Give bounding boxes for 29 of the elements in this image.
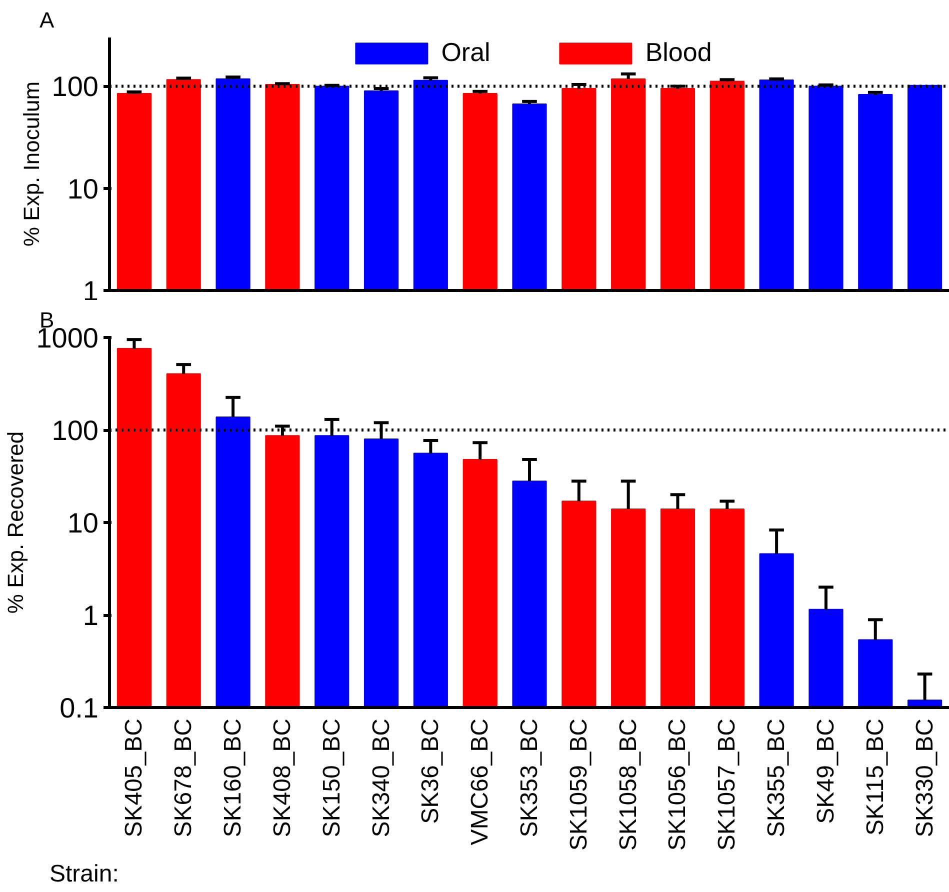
x-tick-label: SK405_BC bbox=[120, 718, 148, 838]
x-tick-label: SK340_BC bbox=[368, 718, 395, 838]
y-axis-title: % Exp. Inoculum bbox=[18, 81, 44, 247]
x-tick-label: SK1059_BC bbox=[565, 718, 592, 851]
x-tick-label: SK49_BC bbox=[812, 718, 840, 824]
legend-label: Oral bbox=[441, 37, 490, 68]
x-tick-label: SK1058_BC bbox=[614, 718, 642, 851]
x-tick-label: SK1056_BC bbox=[664, 718, 692, 851]
y-tick-label: 1 bbox=[82, 600, 99, 631]
x-tick-label: SK115_BC bbox=[862, 718, 889, 836]
text: A bbox=[40, 8, 54, 32]
x-tick-label: SK408_BC bbox=[268, 718, 296, 838]
x-tick-label: SK150_BC bbox=[318, 718, 346, 838]
x-tick-label: SK353_BC bbox=[516, 718, 543, 838]
x-tick-label: SK678_BC bbox=[170, 718, 198, 838]
x-tick-label: SK36_BC bbox=[417, 718, 444, 824]
y-tick-label: 10 bbox=[67, 508, 99, 538]
x-tick-label: SK330_BC bbox=[911, 718, 938, 838]
y-tick-label: 0.1 bbox=[60, 692, 99, 724]
x-tick-label: VMC66_BC bbox=[466, 718, 494, 846]
x-tick-label: SK1057_BC bbox=[714, 718, 741, 851]
y-tick-label: 100 bbox=[52, 71, 98, 102]
text: Strain: bbox=[50, 860, 119, 888]
y-axis-title: % Exp. Recovered bbox=[3, 431, 28, 614]
x-tick-label: SK355_BC bbox=[763, 718, 790, 838]
y-tick-label: 10 bbox=[67, 173, 99, 204]
legend-label: Blood bbox=[645, 37, 712, 68]
y-tick-label: 100 bbox=[52, 415, 98, 446]
x-tick-label: SK160_BC bbox=[220, 718, 247, 838]
